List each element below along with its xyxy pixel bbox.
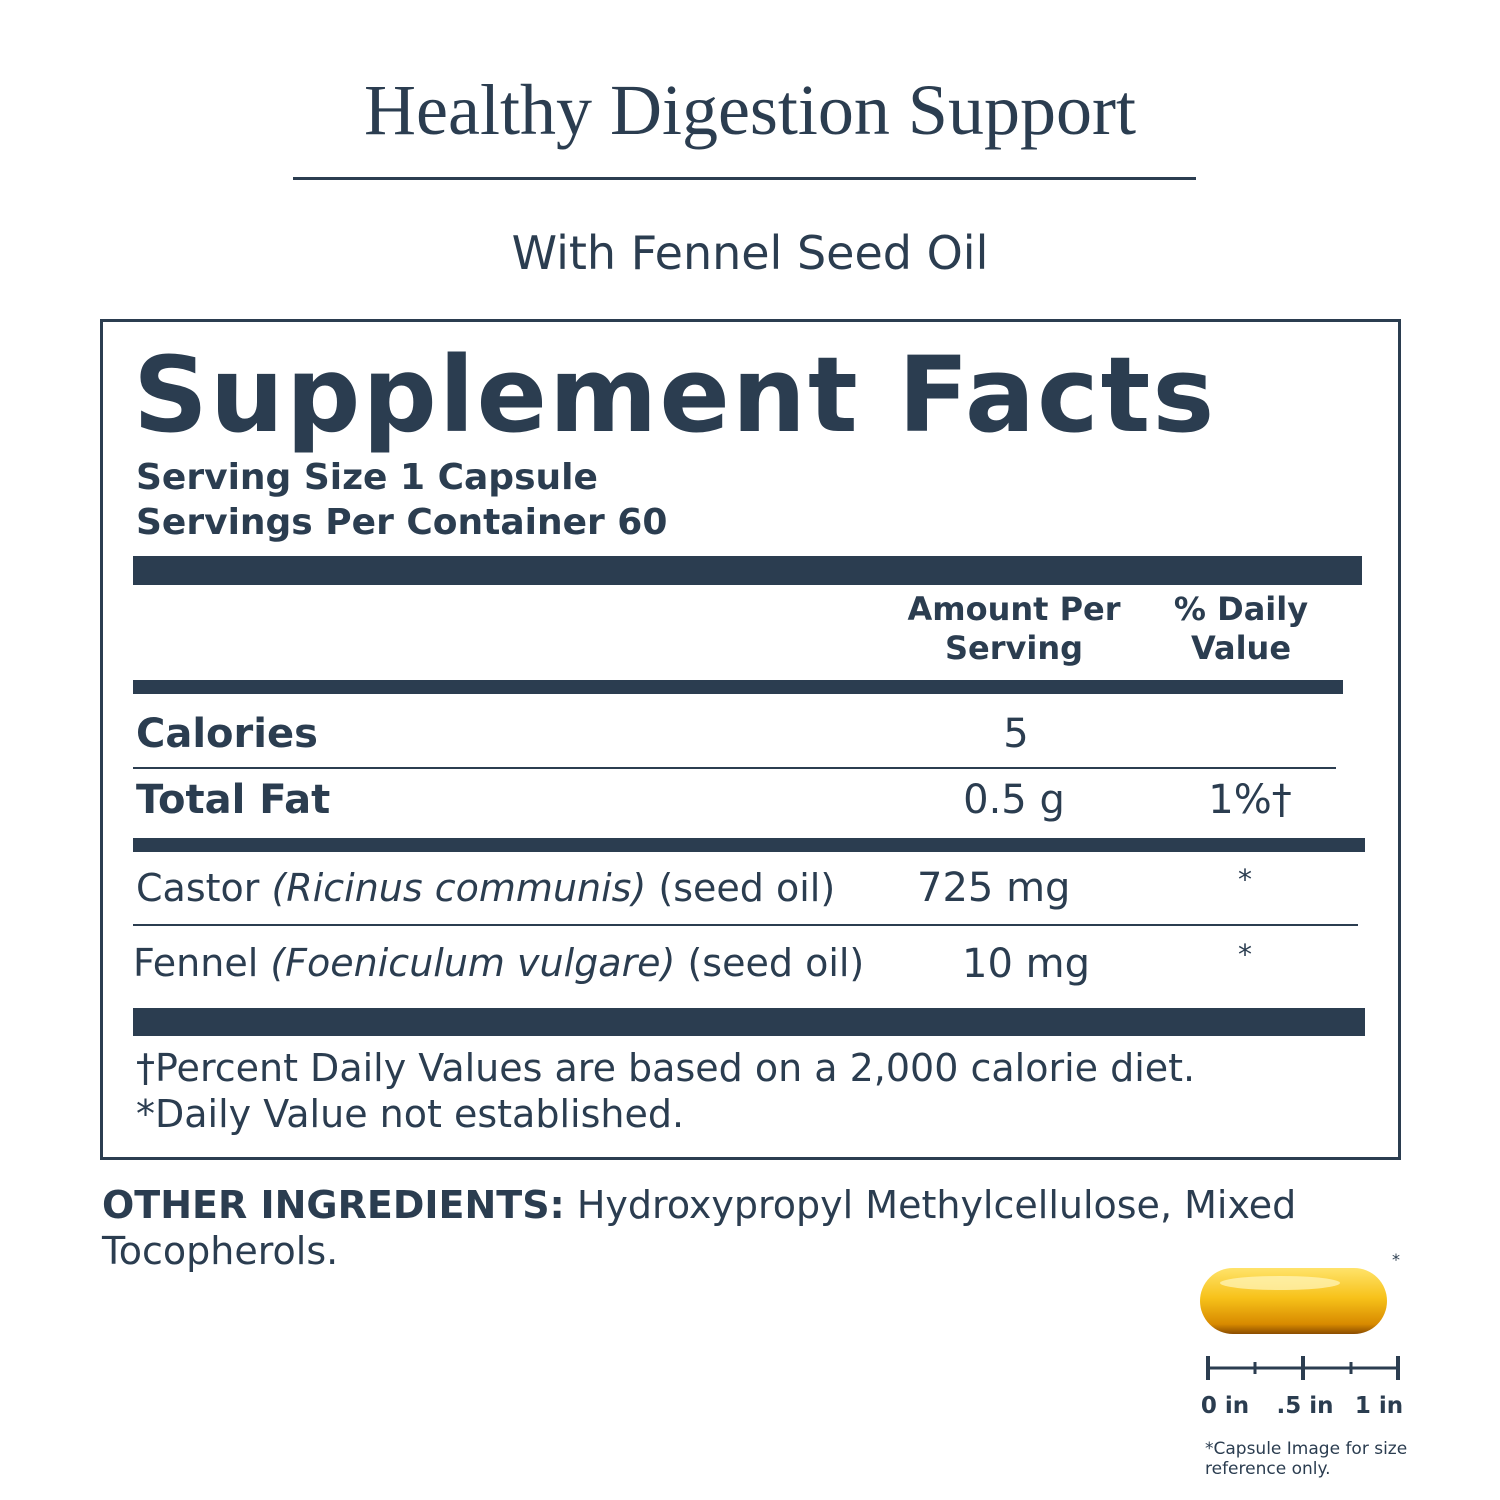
other-ingredients-label: OTHER INGREDIENTS:: [102, 1183, 565, 1227]
capsule-highlight: [1220, 1276, 1340, 1290]
scale-label: 1 in: [1354, 1393, 1404, 1419]
ingredient-latin: (Ricinus communis): [271, 866, 647, 910]
serving-size: Serving Size 1 Capsule: [136, 457, 598, 498]
daily-value: *: [1238, 863, 1252, 896]
divider: [133, 680, 1343, 694]
footnote: †Percent Daily Values are based on a 2,0…: [136, 1046, 1196, 1090]
column-header: % Daily Value: [1173, 590, 1309, 667]
daily-value: *: [1238, 938, 1252, 971]
nutrient-name: Calories: [136, 711, 318, 757]
ingredient-part: (seed oil): [687, 941, 865, 985]
divider: [133, 838, 1365, 852]
facts-box: [100, 319, 1401, 1160]
ingredient-amount: 10 mg: [962, 941, 1090, 987]
ingredient-row: Fennel (Foeniculum vulgare) (seed oil): [133, 939, 864, 987]
nutrient-name: Total Fat: [136, 777, 331, 823]
subtitle: With Fennel Seed Oil: [511, 226, 989, 280]
other-ingredients-text: Hydroxypropyl Methylcellulose, Mixed Toc…: [102, 1183, 1297, 1273]
scale-label: 0 in: [1200, 1393, 1250, 1419]
ingredient-latin: (Foeniculum vulgare): [270, 941, 676, 985]
row-rule: [133, 767, 1336, 769]
size-scale: [1206, 1356, 1400, 1380]
ingredient-name: Fennel: [133, 941, 259, 985]
ingredient-row: Castor (Ricinus communis) (seed oil): [136, 864, 835, 912]
footnote: *Daily Value not established.: [136, 1092, 685, 1136]
column-header: Amount Per Serving: [907, 590, 1121, 667]
other-ingredients: OTHER INGREDIENTS: Hydroxypropyl Methylc…: [102, 1182, 1322, 1274]
nutrient-amount: 5: [1003, 711, 1029, 757]
row-rule: [133, 924, 1358, 926]
ingredient-part: (seed oil): [658, 866, 836, 910]
scale-label: .5 in: [1276, 1393, 1334, 1419]
daily-value: 1%†: [1208, 777, 1292, 823]
divider: [133, 556, 1362, 585]
ingredient-amount: 725 mg: [917, 865, 1071, 911]
capsule-asterisk: *: [1392, 1250, 1400, 1269]
ingredient-name: Castor: [136, 866, 260, 910]
capsule-note: *Capsule Image for size reference only.: [1205, 1439, 1408, 1479]
facts-title: Supplement Facts: [133, 334, 1217, 456]
title: Healthy Digestion Support: [364, 70, 1136, 150]
divider: [133, 1008, 1365, 1036]
servings-per-container: Servings Per Container 60: [136, 502, 668, 543]
title-rule: [293, 177, 1196, 180]
nutrient-amount: 0.5 g: [963, 777, 1065, 823]
